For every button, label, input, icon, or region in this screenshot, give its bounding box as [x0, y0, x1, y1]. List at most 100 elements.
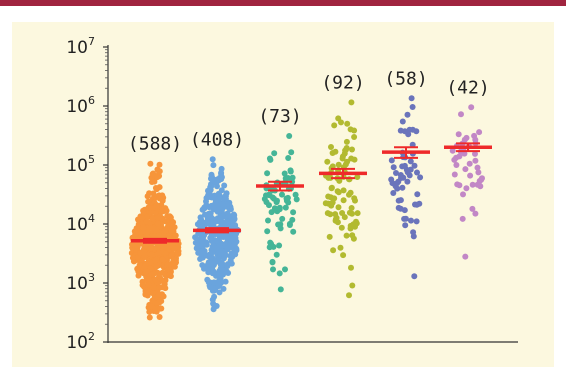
data-point: [163, 207, 170, 214]
data-point: [351, 156, 358, 163]
data-point: [218, 170, 225, 177]
data-point: [274, 197, 280, 204]
data-point: [397, 127, 404, 134]
data-point: [263, 199, 270, 206]
data-point: [149, 171, 156, 178]
data-point: [342, 147, 349, 154]
data-point: [468, 104, 475, 111]
data-point: [331, 122, 338, 129]
data-point: [169, 224, 176, 231]
data-point: [211, 178, 218, 185]
data-point: [221, 182, 228, 189]
data-point: [353, 218, 359, 225]
data-point: [463, 185, 470, 192]
data-point: [339, 153, 346, 160]
data-point: [223, 268, 230, 275]
data-point: [160, 232, 167, 239]
data-point: [453, 154, 460, 161]
data-point: [276, 242, 283, 249]
data-point: [136, 262, 143, 269]
data-point: [329, 199, 336, 206]
data-point: [156, 168, 162, 175]
data-point: [270, 266, 276, 273]
data-point: [462, 166, 469, 173]
data-point: [153, 202, 160, 209]
data-point: [162, 285, 169, 292]
data-point: [205, 253, 212, 260]
data-point: [404, 178, 411, 185]
data-point: [413, 218, 420, 225]
data-point: [395, 178, 402, 185]
data-point: [337, 244, 344, 251]
data-point: [171, 245, 178, 252]
tick-base: 10: [66, 156, 88, 176]
tick-base: 10: [66, 274, 88, 294]
data-point: [275, 221, 282, 228]
data-point: [417, 174, 424, 181]
data-point: [413, 201, 420, 208]
data-point: [199, 242, 206, 249]
series-2: [192, 156, 242, 313]
tick-base: 10: [66, 97, 88, 117]
data-point: [265, 217, 271, 224]
data-point: [216, 242, 223, 249]
data-point: [220, 285, 227, 292]
data-point: [454, 181, 461, 188]
data-point: [198, 254, 205, 261]
data-point: [328, 185, 335, 192]
data-point: [340, 252, 347, 259]
data-point: [343, 138, 350, 145]
data-point: [449, 147, 456, 154]
data-point: [166, 271, 173, 278]
data-point: [216, 249, 223, 255]
data-point: [348, 99, 355, 106]
data-point: [224, 263, 231, 269]
data-point: [406, 126, 413, 133]
data-point: [264, 170, 271, 177]
data-point: [407, 158, 414, 165]
data-point: [330, 247, 337, 254]
data-point: [156, 232, 163, 239]
data-point: [142, 269, 149, 276]
data-point: [207, 259, 214, 266]
data-point: [335, 204, 342, 211]
data-point: [404, 111, 411, 118]
y-tick-label: 102: [66, 330, 95, 353]
tick-exponent: 5: [88, 153, 95, 166]
data-point: [399, 184, 406, 191]
data-point: [279, 191, 285, 198]
data-point: [222, 220, 228, 227]
data-point: [147, 160, 154, 167]
data-point: [154, 174, 161, 181]
data-point: [152, 257, 159, 264]
data-point: [134, 254, 141, 261]
tick-exponent: 3: [88, 271, 95, 284]
data-point: [390, 164, 397, 171]
data-point: [414, 169, 420, 176]
data-point: [207, 212, 214, 219]
data-point: [269, 258, 276, 265]
data-point: [215, 237, 222, 244]
data-point: [284, 194, 291, 201]
data-point: [271, 150, 278, 157]
series-6: [449, 104, 485, 260]
data-point: [156, 195, 163, 202]
data-point: [209, 156, 216, 163]
data-point: [460, 191, 466, 198]
mean-marker-5: [382, 146, 430, 159]
data-point: [290, 228, 297, 235]
data-point: [400, 174, 407, 181]
data-point: [225, 235, 231, 242]
data-point: [273, 251, 280, 258]
data-point: [469, 181, 476, 188]
data-point: [222, 193, 229, 200]
data-point: [153, 186, 160, 193]
data-point: [212, 198, 219, 204]
data-point: [263, 192, 269, 199]
data-point: [172, 232, 179, 239]
data-point: [411, 162, 418, 169]
data-point: [148, 303, 155, 310]
data-point: [155, 291, 162, 298]
